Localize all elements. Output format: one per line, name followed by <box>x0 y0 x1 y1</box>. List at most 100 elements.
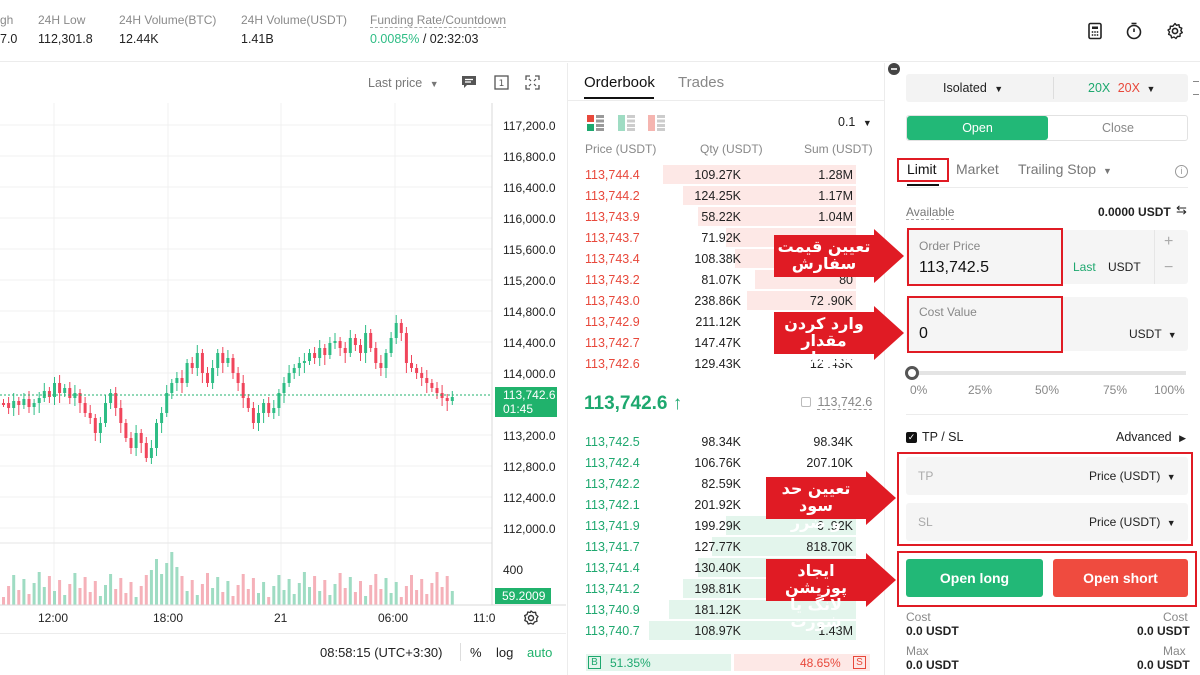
ask-row[interactable]: 113,744.4 109.27K 1.28M <box>568 164 871 185</box>
amount-slider-track[interactable] <box>912 371 1186 375</box>
gear-icon[interactable] <box>1166 22 1184 40</box>
order-type-limit[interactable]: Limit <box>907 161 937 177</box>
order-qty: 198.81K <box>694 582 741 596</box>
col-header-sum: Sum (USDT) <box>804 142 873 156</box>
order-price: 113,742.9 <box>585 315 640 329</box>
tpsl-checkbox[interactable]: ✓ <box>906 432 917 443</box>
bid-row[interactable]: 113,742.5 98.34K 98.34K <box>568 431 871 452</box>
slider-mark[interactable]: 100% <box>1154 383 1185 397</box>
slider-mark[interactable]: 75% <box>1103 383 1128 397</box>
candle <box>435 388 439 393</box>
annotation-arrow-order-price: تعیین قیمت سفارش <box>774 229 904 283</box>
volume-bar <box>251 578 255 605</box>
ask-row[interactable]: 113,742.7 147.47K <box>568 332 871 353</box>
sl-field[interactable] <box>906 503 1188 541</box>
precision-dropdown[interactable]: 0.1 ▼ <box>838 115 872 129</box>
volume-bar <box>364 596 368 605</box>
view-asks-icon[interactable] <box>648 115 665 131</box>
last-price-button[interactable]: Last <box>1073 260 1096 274</box>
transfer-icon[interactable]: ⇆ <box>1176 202 1187 217</box>
candle <box>7 403 11 408</box>
candlestick-chart[interactable] <box>0 63 566 675</box>
increment-button[interactable]: + <box>1164 233 1174 250</box>
current-volume-label: 59.2009 <box>495 588 551 604</box>
advanced-link[interactable]: Advanced ▶ <box>1116 430 1186 444</box>
comment-icon[interactable] <box>461 75 477 90</box>
order-price: 113,742.5 <box>585 435 640 449</box>
tp-unit-dropdown[interactable]: Price (USDT) ▼ <box>1089 469 1176 483</box>
sl-input[interactable]: SL <box>918 515 933 529</box>
open-long-button[interactable]: Open long <box>906 559 1043 597</box>
percent-scale-toggle[interactable]: % <box>470 645 482 660</box>
mark-price[interactable]: 113,742.6 <box>801 395 873 410</box>
slider-mark[interactable]: 50% <box>1035 383 1060 397</box>
bid-row[interactable]: 113,742.2 82.59K <box>568 473 871 494</box>
cost-unit-dropdown[interactable]: USDT ▼ <box>1129 327 1177 341</box>
order-price-input[interactable]: 113,742.5 <box>919 259 989 276</box>
cost-value-field[interactable] <box>906 297 1188 351</box>
tp-input[interactable]: TP <box>918 469 934 483</box>
candle <box>206 373 209 383</box>
bid-row[interactable]: 113,742.4 106.76K 207.10K <box>568 452 871 473</box>
view-both-icon[interactable] <box>587 115 604 131</box>
collapse-icon[interactable] <box>888 63 900 75</box>
open-tab-button[interactable]: Open <box>907 116 1048 140</box>
stat-funding-rate[interactable]: Funding Rate/Countdown 0.0085% / 02:32:0… <box>370 13 507 46</box>
bid-row[interactable]: 113,741.9 199.29K 6 .92K <box>568 515 871 536</box>
view-bids-icon[interactable] <box>618 115 635 131</box>
calculator-icon[interactable] <box>1086 22 1104 40</box>
bid-row[interactable]: 113,740.7 108.97K 1.43M <box>568 620 871 641</box>
tp-unit-label: Price (USDT) <box>1089 469 1161 483</box>
bid-row[interactable]: 113,740.9 181.12K <box>568 599 871 620</box>
current-price-label: 113,742.6 01:45 <box>495 387 557 417</box>
ask-row[interactable]: 113,743.0 238.86K 72 .90K <box>568 290 871 311</box>
funding-label[interactable]: Funding Rate/Countdown <box>370 13 507 28</box>
decrement-button[interactable]: − <box>1164 259 1174 276</box>
margin-mode-dropdown[interactable]: Isolated ▼ <box>943 81 1003 95</box>
tpsl-label: TP / SL <box>922 430 964 444</box>
layout-icon[interactable]: 1 <box>494 75 509 90</box>
mid-price-value: 113,742.6 <box>584 393 668 414</box>
y-tick: 117,200.0 <box>503 119 556 133</box>
ask-row[interactable]: 113,742.9 211.12K <box>568 311 871 332</box>
leverage-dropdown[interactable]: 20X 20X ▼ <box>1088 81 1155 95</box>
tab-trades[interactable]: Trades <box>678 74 725 91</box>
order-type-market[interactable]: Market <box>956 161 999 177</box>
close-tab-button[interactable]: Close <box>1102 121 1134 135</box>
ask-row[interactable]: 113,744.2 124.25K 1.17M <box>568 185 871 206</box>
sl-unit-dropdown[interactable]: Price (USDT) ▼ <box>1089 515 1176 529</box>
fullscreen-icon[interactable] <box>525 75 540 90</box>
volume-bar <box>410 575 413 605</box>
depth-bar <box>669 600 856 619</box>
cost-value-input[interactable]: 0 <box>919 325 928 342</box>
menu-icon[interactable] <box>1193 81 1199 95</box>
tab-orderbook[interactable]: Orderbook <box>584 74 655 91</box>
slider-mark[interactable]: 25% <box>968 383 993 397</box>
volume-bar <box>420 579 424 605</box>
bid-row[interactable]: 113,741.7 127.77K 818.70K <box>568 536 871 557</box>
order-sum: 72 .90K <box>809 294 853 308</box>
slider-mark[interactable]: 0% <box>910 383 928 397</box>
candle <box>445 398 449 401</box>
candle <box>93 418 97 433</box>
chevron-down-icon: ▼ <box>1166 472 1176 482</box>
auto-scale-toggle[interactable]: auto <box>527 645 553 660</box>
amount-slider-thumb[interactable] <box>905 366 919 380</box>
order-price-field[interactable] <box>906 230 1188 284</box>
volume-bar <box>415 590 419 605</box>
timer-icon[interactable] <box>1125 22 1143 40</box>
bid-row[interactable]: 113,742.1 201.92K <box>568 494 871 515</box>
depth-bar <box>712 537 856 556</box>
price-type-dropdown[interactable]: Last price ▼ <box>368 76 439 90</box>
order-type-trailing-stop[interactable]: Trailing Stop ▼ <box>1018 161 1112 177</box>
order-sum: 98.34K <box>813 435 853 449</box>
candlestick-series <box>2 315 454 464</box>
info-icon[interactable]: i <box>1175 165 1188 178</box>
chart-settings-icon[interactable] <box>522 609 540 627</box>
ask-row[interactable]: 113,743.9 58.22K 1.04M <box>568 206 871 227</box>
open-short-button[interactable]: Open short <box>1053 559 1188 597</box>
log-scale-toggle[interactable]: log <box>496 645 514 660</box>
arrow-body <box>766 559 866 601</box>
tp-field[interactable] <box>906 457 1188 495</box>
ask-row[interactable]: 113,742.6 129.43K 12 .43K <box>568 353 871 374</box>
